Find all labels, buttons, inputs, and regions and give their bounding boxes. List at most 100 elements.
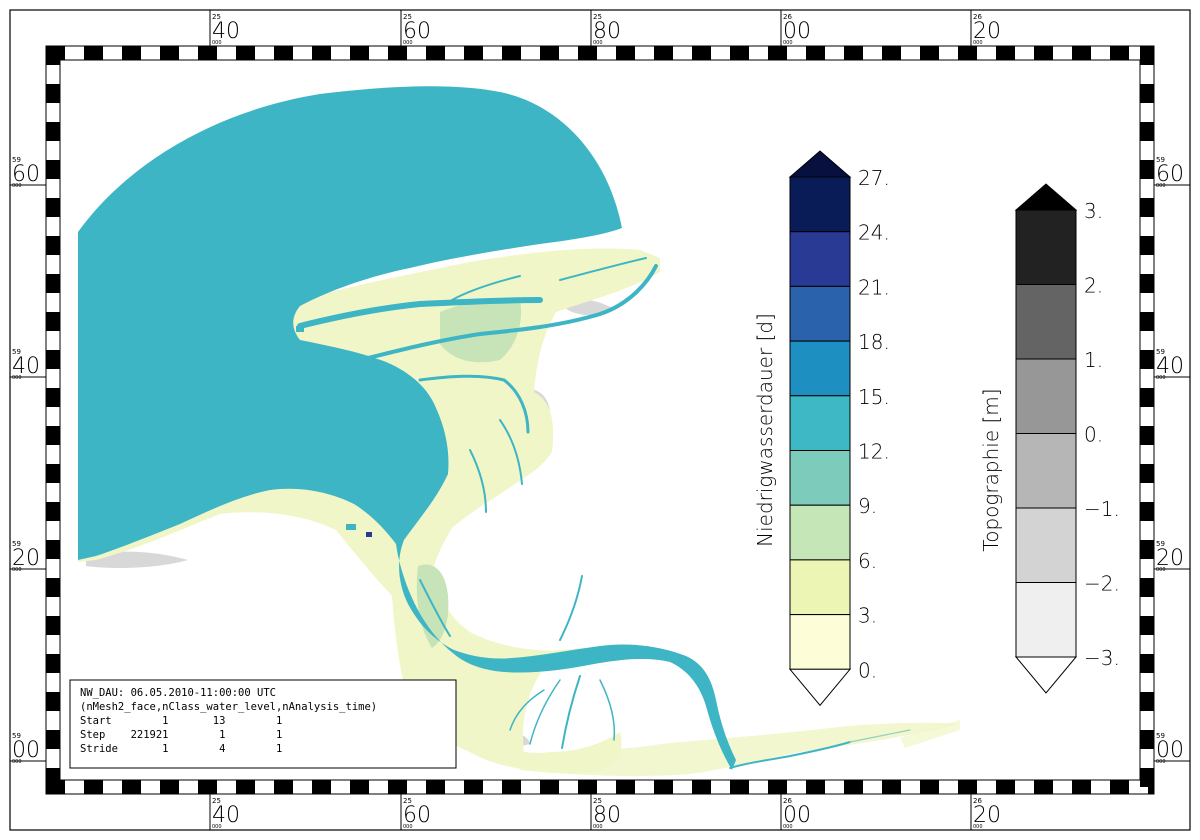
checker-cell (578, 780, 597, 794)
axis-label-minor: 40 (12, 354, 40, 379)
axis-label-major: 25 (403, 13, 412, 21)
checker-cell (46, 654, 60, 673)
checker-cell (274, 46, 293, 60)
checker-cell (312, 46, 331, 60)
checker-cell (426, 780, 445, 794)
axis-label-minor: 60 (1156, 162, 1184, 187)
colorbar-segment (789, 395, 851, 451)
colorbar-tick-label: −1. (1084, 497, 1120, 521)
checker-cell (1140, 160, 1154, 179)
checker-cell (1110, 46, 1129, 60)
axis-label-minor: 00 (783, 19, 811, 44)
checker-cell (502, 46, 521, 60)
checker-cell (122, 780, 141, 794)
checkered-border (46, 46, 1154, 794)
checker-cell (46, 122, 60, 141)
water-channels (81, 257, 911, 769)
checker-cell (46, 388, 60, 407)
axis-label-major: 26 (783, 13, 792, 21)
colorbar-segment (789, 176, 851, 233)
checker-cell (46, 274, 60, 293)
checker-cell (958, 780, 977, 794)
checker-cell (46, 768, 60, 787)
checker-cell (1140, 768, 1154, 787)
colorbar-segment (1015, 358, 1077, 434)
checker-cell (46, 502, 60, 521)
checker-cell (46, 312, 60, 331)
checker-cell (578, 46, 597, 60)
checker-cell (350, 46, 369, 60)
checker-cell (616, 46, 635, 60)
axis-label-minor: 20 (12, 546, 40, 571)
colorbar-segment (789, 340, 851, 397)
axis-label-minor: 00 (12, 738, 40, 763)
colorbar-segment (1015, 582, 1077, 658)
axis-label-sub: 000 (973, 824, 983, 830)
axis-label-minor: 60 (12, 162, 40, 187)
axis-label-minor: 60 (403, 803, 431, 828)
axis-label-minor: 40 (212, 19, 240, 44)
checker-cell (1072, 46, 1091, 60)
checker-cell (198, 780, 217, 794)
checker-cell (46, 84, 60, 103)
axis-label-sub: 000 (403, 824, 413, 830)
axis-label-major: 25 (403, 797, 412, 805)
checker-cell (46, 160, 60, 179)
checker-cell (46, 540, 60, 559)
checker-cell (1140, 426, 1154, 445)
checker-cell (198, 46, 217, 60)
checker-cell (236, 46, 255, 60)
checker-cell (1140, 274, 1154, 293)
axis-label-sub: 000 (12, 567, 22, 573)
colorbar-tick-label: 24. (858, 221, 890, 245)
checker-cell (844, 46, 863, 60)
axis-label-minor: 00 (1156, 738, 1184, 763)
colorbar-under-triangle (1014, 656, 1078, 694)
checker-cell (46, 578, 60, 597)
checker-cell (1140, 464, 1154, 483)
checker-cell (84, 780, 103, 794)
axis-label-major: 25 (593, 797, 602, 805)
axis-label-sub: 000 (973, 40, 983, 46)
checker-cell (464, 780, 483, 794)
checker-cell (616, 780, 635, 794)
colorbar-under-triangle (788, 668, 852, 707)
checker-cell (920, 46, 939, 60)
colorbar-duration: 27. 24. 21. 18. 15. 12. 9. 6. 3. 0. Niedrigwasserd… (753, 150, 890, 707)
checker-cell (312, 780, 331, 794)
checker-cell (1034, 46, 1053, 60)
checker-cell (806, 780, 825, 794)
checker-cell (1140, 122, 1154, 141)
axis-label-major: 26 (783, 797, 792, 805)
colorbar-tick-label: 9. (858, 494, 877, 518)
checker-cell (882, 46, 901, 60)
axis-label-sub: 000 (783, 40, 793, 46)
axis-label-sub: 000 (783, 824, 793, 830)
checker-cell (730, 780, 749, 794)
checker-cell (274, 780, 293, 794)
colorbar-tick-label: 0. (1084, 423, 1103, 447)
axis-label-minor: 60 (403, 19, 431, 44)
checker-cell (350, 780, 369, 794)
colorbar-tick-label: 3. (1084, 199, 1103, 223)
checker-cell (46, 350, 60, 369)
checker-cell (692, 46, 711, 60)
checker-cell (388, 780, 407, 794)
axis-label-major: 26 (973, 797, 982, 805)
water-body (78, 86, 736, 770)
